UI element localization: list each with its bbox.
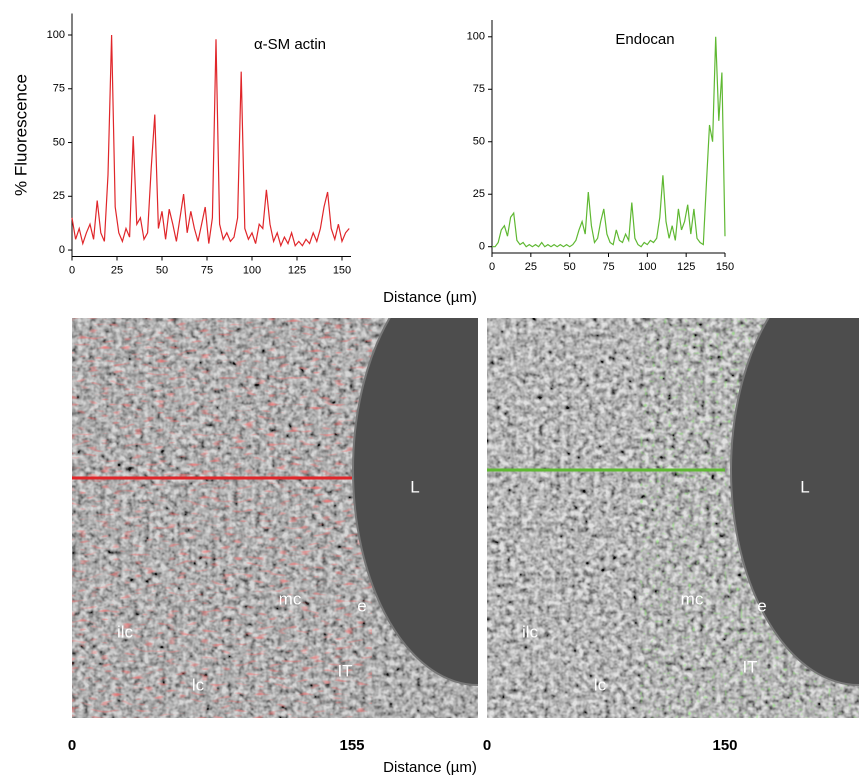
x-tick-label: 125 — [677, 261, 695, 273]
scale-label: 150 — [712, 737, 737, 754]
x-axis-label-top: Distance (µm) — [383, 289, 477, 306]
x-tick-label: 150 — [333, 264, 351, 276]
region-label: IT — [742, 657, 757, 676]
x-tick-label: 100 — [638, 261, 656, 273]
x-tick-label: 50 — [564, 261, 576, 273]
chart-title: Endocan — [615, 31, 674, 48]
region-label: mc — [279, 589, 302, 608]
y-tick-label: 100 — [467, 31, 485, 43]
region-label: L — [800, 477, 809, 496]
y-axis-label: % Fluorescence — [11, 74, 30, 196]
x-tick-label: 75 — [201, 264, 213, 276]
region-label: ilc — [117, 622, 134, 641]
region-label: L — [410, 477, 419, 496]
x-tick-label: 0 — [69, 264, 75, 276]
y-tick-label: 75 — [53, 83, 65, 95]
scale-label: 0 — [483, 737, 491, 754]
x-tick-label: 100 — [243, 264, 261, 276]
x-tick-label: 50 — [156, 264, 168, 276]
region-label: IT — [337, 661, 352, 680]
y-tick-label: 25 — [53, 190, 65, 202]
region-label: lc — [594, 675, 607, 694]
y-tick-label: 100 — [47, 29, 65, 41]
micrograph-left — [72, 318, 478, 718]
x-tick-label: 0 — [489, 261, 495, 273]
region-label: e — [757, 596, 766, 615]
y-tick-label: 0 — [59, 244, 65, 256]
x-tick-label: 125 — [288, 264, 306, 276]
x-tick-label: 25 — [111, 264, 123, 276]
region-label: mc — [681, 589, 704, 608]
y-tick-label: 50 — [473, 136, 485, 148]
region-label: ilc — [522, 622, 539, 641]
scale-label: 0 — [68, 737, 76, 754]
data-line — [71, 34, 350, 248]
region-label: lc — [192, 675, 205, 694]
scale-label: 155 — [339, 737, 364, 754]
x-tick-label: 150 — [716, 261, 734, 273]
x-tick-label: 75 — [602, 261, 614, 273]
x-tick-label: 25 — [525, 261, 537, 273]
chart-title: α-SM actin — [254, 36, 326, 53]
y-tick-label: 25 — [473, 188, 485, 200]
y-tick-label: 0 — [479, 241, 485, 253]
data-line — [492, 36, 726, 248]
x-axis-label-bottom: Distance (µm) — [383, 759, 477, 776]
region-label: e — [357, 596, 366, 615]
micrograph-right — [487, 318, 859, 718]
y-tick-label: 75 — [473, 83, 485, 95]
y-tick-label: 50 — [53, 136, 65, 148]
